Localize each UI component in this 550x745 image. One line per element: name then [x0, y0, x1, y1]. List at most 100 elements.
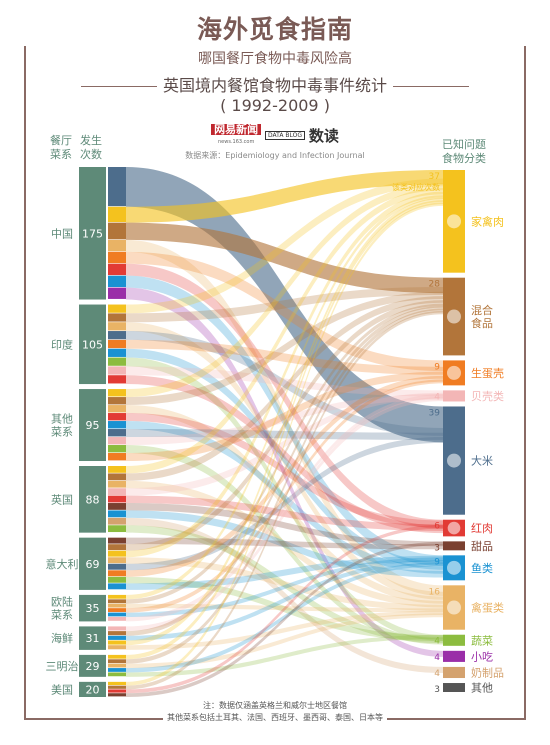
cracked-egg-icon	[447, 365, 461, 380]
source-strip-5-8	[108, 603, 126, 608]
right-header: 已知问题 食物分类	[442, 138, 486, 166]
source-strip-0-0	[108, 206, 126, 223]
footnote: 注：数据仅涵盖英格兰和威尔士地区餐馆 其他菜系包括土耳其、法国、西班牙、墨西哥、…	[0, 700, 550, 724]
source-label-1-0: 印度	[51, 337, 73, 351]
source-strip-2-0	[108, 389, 126, 397]
flow-5-3	[126, 394, 443, 622]
source-bar-5	[79, 594, 106, 622]
flow-1-8	[126, 322, 443, 600]
target-bar-12	[443, 683, 465, 692]
flow-0-10	[126, 287, 443, 657]
flow-0-8	[126, 239, 443, 597]
page-title: 海外觅食指南	[0, 10, 550, 46]
datablog-logo: DATA BLOG	[265, 131, 305, 140]
flow-1-3	[126, 366, 443, 397]
netease-url: news.163.com	[218, 139, 255, 145]
target-label-8-0: 禽蛋类	[471, 601, 504, 615]
flow-4-4	[126, 437, 443, 571]
source-strip-8-5	[108, 689, 126, 693]
source-strip-8-6	[108, 693, 126, 697]
target-value-0: 37	[429, 172, 440, 182]
flow-2-1	[126, 291, 443, 406]
flow-4-6	[126, 537, 443, 550]
flow-6-8	[126, 610, 443, 650]
source-value-6: 31	[86, 632, 100, 645]
source-strip-0-4	[108, 167, 126, 207]
source-strip-1-2	[108, 339, 126, 349]
source-label-2-1: 菜系	[51, 426, 73, 439]
source-strip-1-7	[108, 348, 126, 357]
right-header-line1: 已知问题	[442, 138, 486, 151]
target-label-6-0: 甜品	[471, 540, 493, 553]
source-label-5-0: 欧陆	[51, 595, 73, 609]
target-value-2: 9	[434, 362, 440, 372]
flow-5-2	[126, 379, 443, 613]
chart-years: ( 1992-2009 )	[220, 96, 330, 115]
flow-3-9	[126, 525, 443, 644]
steak-icon	[447, 521, 461, 535]
target-label-11-0: 奶制品	[471, 665, 504, 679]
source-strip-2-7	[108, 421, 126, 429]
flow-2-3	[126, 394, 443, 446]
data-source: 数据来源：Epidemiology and Infection Journal	[185, 151, 365, 160]
source-strip-0-5	[108, 263, 126, 276]
target-value-3: 4	[434, 392, 440, 402]
source-label-0-0: 中国	[51, 227, 73, 240]
flow-2-7	[126, 421, 443, 574]
title-rule-left	[80, 86, 157, 87]
target-value-1: 28	[429, 280, 441, 290]
source-strip-4-6	[108, 537, 126, 544]
source-bar-2	[79, 389, 106, 462]
flow-6-0	[126, 197, 443, 646]
flow-4-2	[126, 375, 443, 577]
source-strip-3-8	[108, 480, 126, 488]
source-bar-4	[79, 537, 106, 590]
source-value-8: 20	[86, 683, 100, 696]
source-strip-2-5	[108, 413, 126, 421]
egg-icon	[447, 600, 461, 615]
flow-6-1	[126, 305, 443, 636]
source-strip-6-1	[108, 631, 126, 636]
flow-5-7	[126, 557, 443, 617]
source-strip-7-7	[108, 668, 126, 672]
brand-bar: 网易新闻 news.163.com DATA BLOG 数读	[0, 124, 550, 145]
source-strip-3-11	[108, 517, 126, 525]
source-strip-3-1	[108, 473, 126, 481]
source-strip-5-7	[108, 612, 126, 617]
footnote-line2: 其他菜系包括土耳其、法国、西班牙、墨西哥、泰国、日本等	[163, 713, 387, 722]
flow-4-0	[126, 191, 443, 558]
rice-bowl-icon	[447, 453, 461, 468]
source-label-7-0: 三明治	[46, 659, 79, 673]
target-bar-11	[443, 666, 465, 679]
chart-title: 英国境内餐馆食物中毒事件统计	[162, 76, 387, 95]
left-header-line1: 餐厅	[50, 134, 72, 147]
target-value-10: 4	[434, 653, 440, 663]
left-header-line2: 菜系	[50, 148, 72, 161]
source-strip-4-2	[108, 570, 126, 577]
target-bar-9	[443, 634, 465, 646]
fish-icon	[447, 560, 461, 575]
flow-1-4	[126, 331, 443, 436]
source-label-2-0: 其他	[51, 413, 73, 426]
target-bar-3	[443, 390, 465, 402]
source-strip-5-1	[108, 599, 126, 604]
source-strip-8-1	[108, 685, 126, 689]
flow-1-2	[126, 339, 443, 375]
target-label-0-0: 家禽肉	[471, 214, 504, 228]
source-label-6-0: 海鲜	[51, 631, 73, 645]
chicken-icon	[447, 214, 461, 229]
target-label-12-0: 其他	[471, 682, 493, 695]
source-strip-6-8	[108, 645, 126, 650]
source-strip-4-8	[108, 557, 126, 564]
source-strip-3-5	[108, 495, 126, 503]
source-strip-4-0	[108, 550, 126, 557]
flow-2-5	[126, 413, 443, 528]
source-strip-7-9	[108, 672, 126, 677]
target-value-8: 16	[429, 587, 441, 597]
flow-1-7	[126, 348, 443, 570]
flow-3-11	[126, 517, 443, 674]
source-value-7: 29	[86, 660, 100, 673]
source-bar-1	[79, 304, 106, 385]
flow-7-0	[126, 200, 443, 660]
